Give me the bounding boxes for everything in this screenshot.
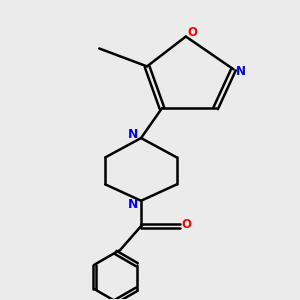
Text: O: O <box>182 218 191 231</box>
Text: N: N <box>128 198 138 211</box>
Text: O: O <box>188 26 197 39</box>
Text: N: N <box>128 128 138 141</box>
Text: N: N <box>236 65 246 78</box>
